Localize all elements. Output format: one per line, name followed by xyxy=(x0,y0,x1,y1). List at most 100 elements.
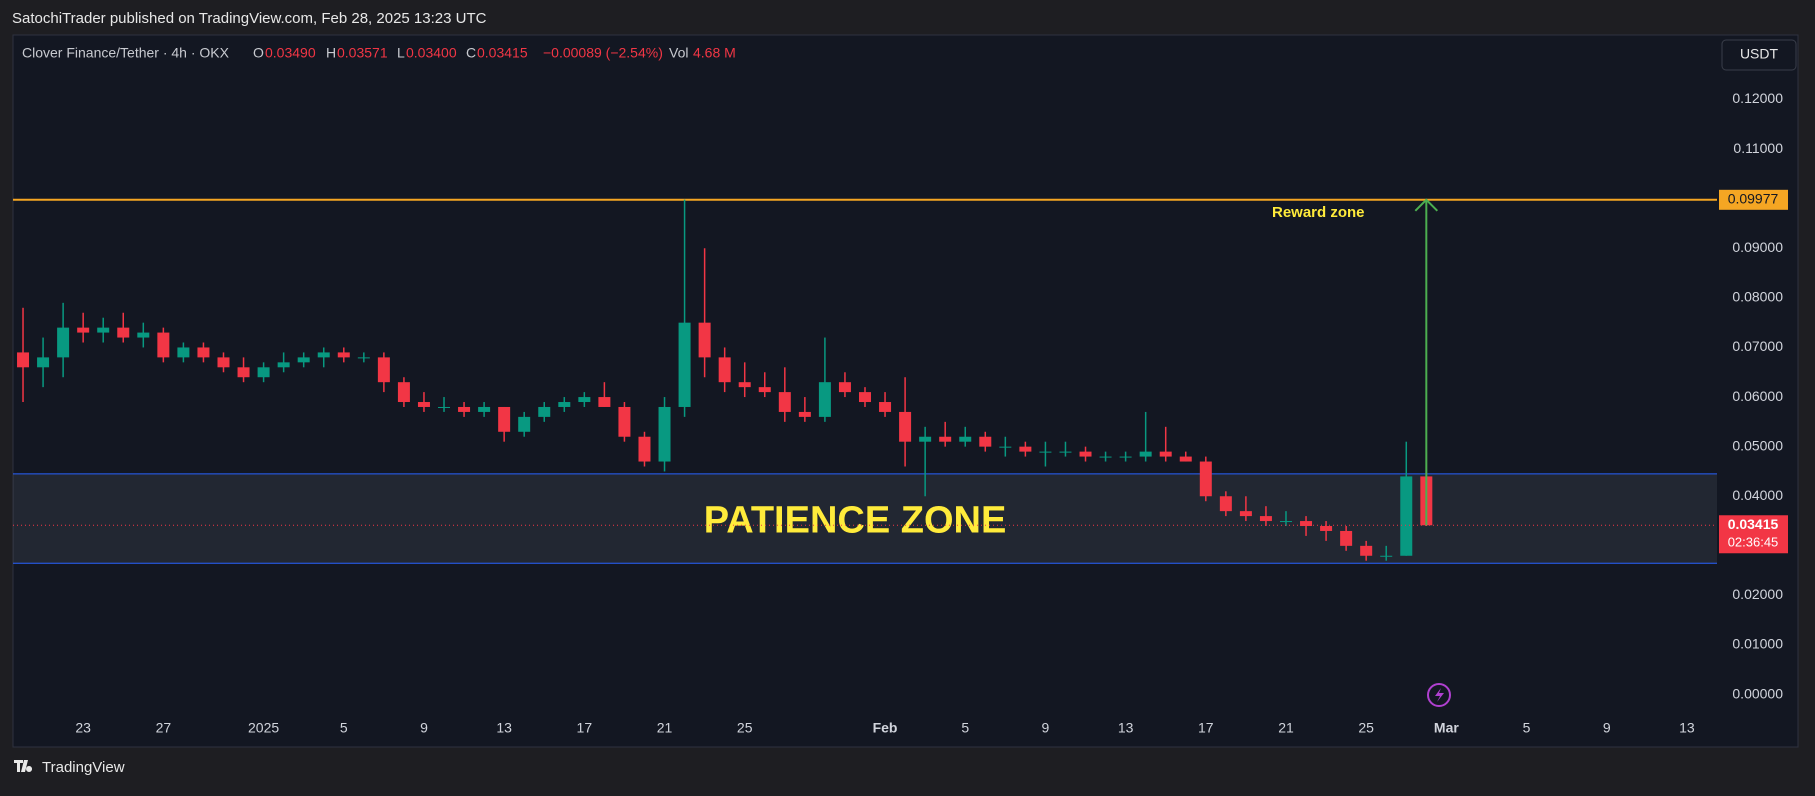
candle-body xyxy=(1360,545,1373,556)
candle-body xyxy=(137,332,150,338)
candle-body xyxy=(959,436,972,442)
candle-body xyxy=(377,357,390,383)
candle-body xyxy=(297,357,310,363)
candle-body xyxy=(157,332,170,358)
candle-body xyxy=(618,406,631,437)
candle-body xyxy=(438,406,451,408)
candle-body xyxy=(117,327,130,338)
currency[interactable]: USDT xyxy=(1740,46,1779,62)
y-tick-label: 0.00000 xyxy=(1732,685,1783,701)
candle-body xyxy=(778,392,791,412)
candle-body xyxy=(1320,526,1333,531)
candle-body xyxy=(818,382,831,417)
symbol: Clover Finance/Tether · 4h · OKX xyxy=(22,45,230,61)
footer-brand: TradingView xyxy=(42,759,125,776)
c-label: C xyxy=(466,45,476,61)
y-tick-label: 0.11000 xyxy=(1733,140,1783,156)
candle-body xyxy=(357,357,370,359)
candle-body xyxy=(999,446,1012,448)
event-bolt xyxy=(1435,688,1444,702)
candle-body xyxy=(558,402,571,407)
candle-body xyxy=(1380,555,1393,557)
candle-body xyxy=(1159,451,1172,457)
candle-body xyxy=(197,347,210,358)
candle-body xyxy=(1179,456,1192,462)
x-tick-label: 21 xyxy=(657,720,673,736)
x-tick-label: 5 xyxy=(961,720,969,736)
candle-body xyxy=(738,382,751,388)
x-tick-label: 5 xyxy=(1523,720,1531,736)
vol-label: Vol xyxy=(669,45,688,61)
candle-body xyxy=(1139,451,1152,457)
x-tick-label: 9 xyxy=(420,720,428,736)
x-tick-label: 17 xyxy=(1198,720,1214,736)
candle-body xyxy=(17,352,30,368)
candle-body xyxy=(257,367,270,378)
last-price: 0.03415 xyxy=(1728,516,1779,532)
candle-body xyxy=(598,397,611,407)
candle-body xyxy=(798,411,811,417)
reward-arrow-head xyxy=(1414,198,1439,212)
patience-zone xyxy=(13,473,1717,564)
candle-body xyxy=(538,406,551,417)
candle-body xyxy=(678,322,691,407)
candle-body xyxy=(1059,451,1072,453)
x-tick-label: 17 xyxy=(577,720,593,736)
candle-body xyxy=(859,392,871,403)
zone-label: PATIENCE ZONE xyxy=(704,500,1007,542)
x-tick-label: 23 xyxy=(75,720,91,736)
candle-body xyxy=(1079,451,1092,457)
candle-body xyxy=(97,327,110,333)
candle-body xyxy=(77,327,90,333)
candle-body xyxy=(277,362,290,368)
x-tick-label: 2025 xyxy=(248,720,279,736)
candle-body xyxy=(698,322,711,358)
candle-body xyxy=(177,347,190,358)
y-tick-label: 0.01000 xyxy=(1732,636,1783,652)
y-tick-label: 0.09000 xyxy=(1732,239,1783,255)
candle-body xyxy=(718,357,731,383)
o-value: 0.03490 xyxy=(265,45,316,61)
x-tick-label: 13 xyxy=(496,720,512,736)
candle-body xyxy=(417,402,430,407)
candle-body xyxy=(1199,461,1212,497)
candle-body xyxy=(939,436,952,442)
candle-body xyxy=(397,382,410,403)
candle-body xyxy=(879,402,892,412)
candle-body xyxy=(1219,496,1232,512)
y-tick-label: 0.02000 xyxy=(1732,586,1783,602)
candle-body xyxy=(337,352,350,358)
o-label: O xyxy=(253,45,264,61)
reward-label: Reward zone xyxy=(1272,204,1365,221)
h-value: 0.03571 xyxy=(337,45,388,61)
change: −0.00089 (−2.54%) xyxy=(543,45,663,61)
countdown: 02:36:45 xyxy=(1728,535,1779,550)
x-tick-label: Feb xyxy=(873,720,898,736)
x-tick-label: 25 xyxy=(737,720,753,736)
candle-body xyxy=(1279,521,1292,523)
currency-button[interactable] xyxy=(1721,39,1797,71)
publisher: SatochiTrader published on TradingView.c… xyxy=(12,10,487,27)
y-tick-label: 0.07000 xyxy=(1732,338,1783,354)
x-tick-label: 27 xyxy=(156,720,172,736)
x-tick-label: 25 xyxy=(1358,720,1374,736)
c-value: 0.03415 xyxy=(477,45,528,61)
candle-body xyxy=(1259,516,1272,522)
y-tick-label: 0.04000 xyxy=(1732,487,1783,503)
candle-body xyxy=(478,406,491,412)
x-tick-label: 9 xyxy=(1603,720,1611,736)
candle-body xyxy=(838,382,851,393)
candle-body xyxy=(638,436,651,462)
candle-body xyxy=(37,357,50,368)
event-icon[interactable] xyxy=(1427,683,1451,707)
x-tick-label: 13 xyxy=(1679,720,1695,736)
y-tick-label: 0.06000 xyxy=(1732,388,1783,404)
l-label: L xyxy=(397,45,405,61)
candle-body xyxy=(1300,521,1313,527)
candle-body xyxy=(899,411,912,442)
candle-body xyxy=(498,406,511,432)
candle-body xyxy=(758,387,771,393)
x-tick-label: 9 xyxy=(1042,720,1050,736)
candle-body xyxy=(1039,451,1052,453)
x-tick-label: Mar xyxy=(1434,720,1459,736)
